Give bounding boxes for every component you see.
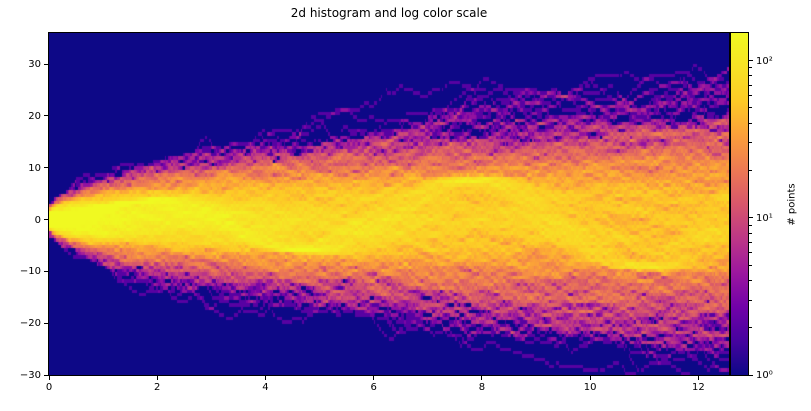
x-tick-label: 6 [370,382,377,393]
x-tick-mark [156,376,158,380]
chart-title: 2d histogram and log color scale [290,6,488,20]
y-tick-mark [44,322,48,324]
colorbar-minor-tick-mark [749,232,752,234]
x-tick-mark [481,376,483,380]
y-tick-label: 30 [28,59,41,71]
x-tick-label: 2 [154,382,161,393]
y-tick-mark [44,219,48,221]
colorbar-minor-tick-mark [749,67,752,69]
colorbar-axis-label: # points [786,183,798,226]
colorbar-minor-tick-mark [749,252,752,254]
colorbar-minor-tick-mark [749,142,752,144]
colorbar-tick-mark [749,374,753,376]
colorbar-tick-label: 10⁰ [756,370,773,381]
colorbar-tick-label: 10¹ [756,212,773,224]
colorbar-tick-mark [749,217,753,219]
colorbar-minor-tick-mark [749,95,752,97]
colorbar-minor-tick-mark [749,84,752,86]
colorbar-minor-tick-mark [749,327,752,329]
colorbar-minor-tick-mark [749,107,752,109]
histogram-heatmap [49,33,729,375]
colorbar-gradient [731,33,748,375]
x-tick-label: 10 [583,382,597,393]
colorbar-minor-tick-mark [749,75,752,77]
x-tick-label: 8 [478,382,486,393]
y-tick-mark [44,270,48,272]
x-tick-mark [697,376,699,380]
colorbar [730,32,749,376]
y-tick-label: −30 [19,370,41,381]
x-tick-mark [264,376,266,380]
x-tick-mark [48,376,50,380]
y-tick-label: 20 [28,110,41,122]
colorbar-minor-tick-mark [749,241,752,243]
colorbar-minor-tick-mark [749,279,752,281]
y-tick-label: −20 [19,318,41,330]
colorbar-minor-tick-mark [749,122,752,124]
colorbar-minor-tick-mark [749,264,752,266]
y-tick-mark [44,63,48,65]
colorbar-tick-mark [749,60,753,62]
x-tick-label: 0 [45,382,53,393]
y-tick-label: 0 [34,214,41,226]
x-tick-mark [373,376,375,380]
y-tick-mark [44,167,48,169]
y-tick-mark [44,374,48,376]
y-tick-label: −10 [19,266,41,278]
x-tick-label: 12 [691,382,705,393]
colorbar-minor-tick-mark [749,224,752,226]
plot-area [48,32,730,376]
colorbar-tick-label: 10² [756,55,773,67]
x-tick-mark [589,376,591,380]
colorbar-minor-tick-mark [749,170,752,172]
colorbar-minor-tick-mark [749,299,752,301]
y-tick-mark [44,115,48,117]
y-tick-label: 10 [28,162,41,174]
x-tick-label: 4 [262,382,269,393]
